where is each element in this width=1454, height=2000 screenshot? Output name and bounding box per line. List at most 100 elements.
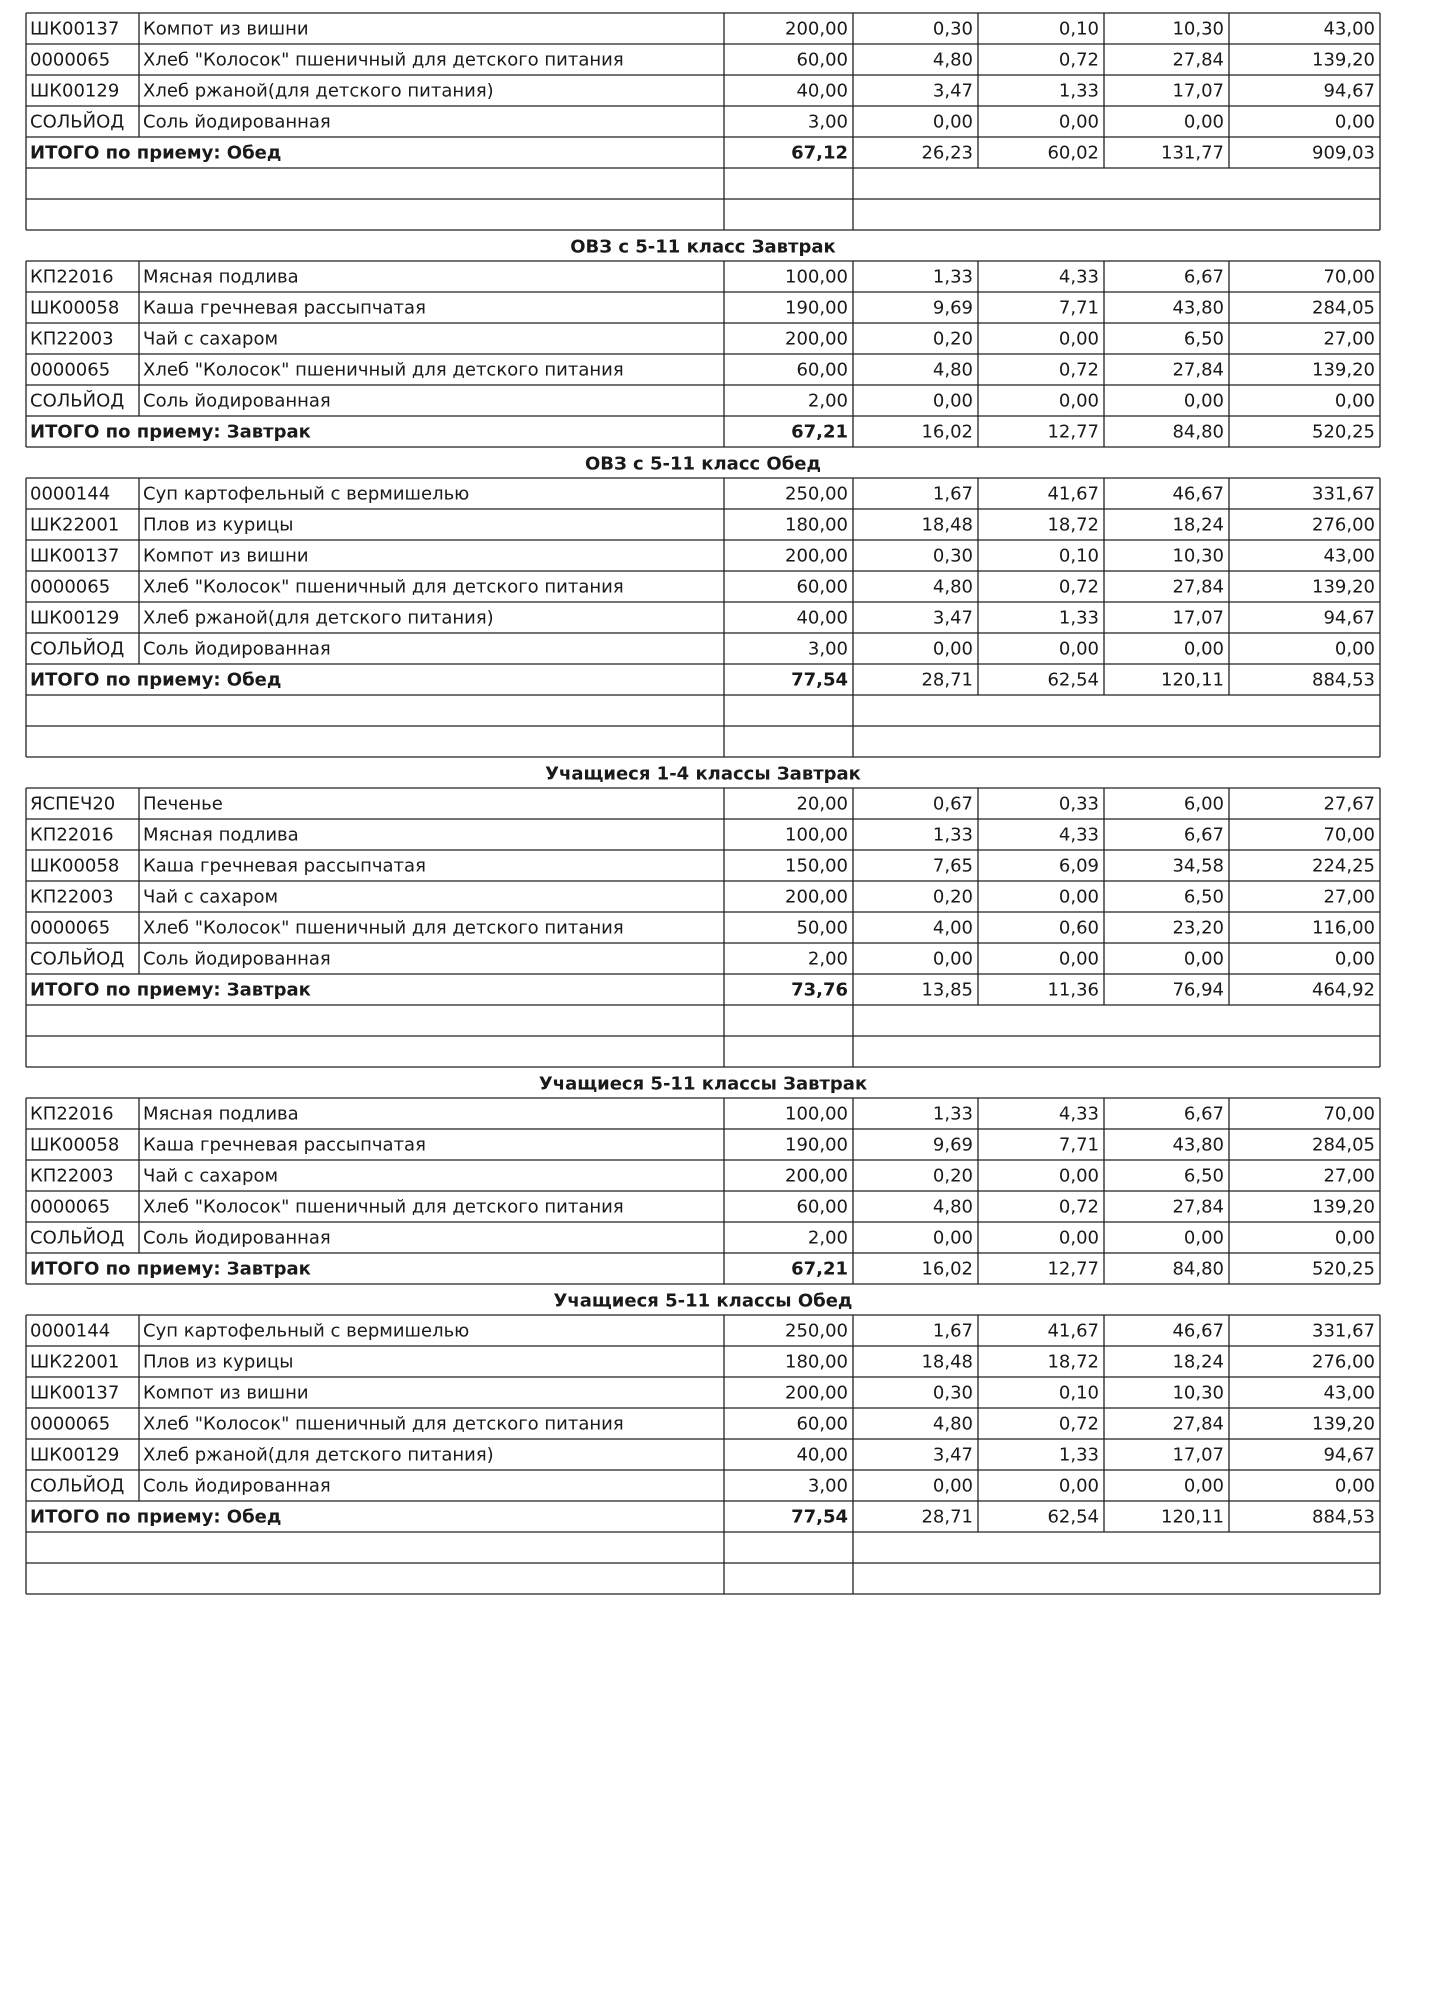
section-title: Учащиеся 1-4 классы Завтрак	[545, 764, 861, 785]
cell: 0,10	[1059, 546, 1099, 567]
cell: 7,71	[1059, 298, 1099, 319]
total-cell: 28,71	[921, 1507, 973, 1528]
section-title: ОВЗ с 5-11 класс Обед	[585, 454, 821, 475]
cell: ШК00137	[30, 1383, 119, 1404]
cell: Компот из вишни	[143, 546, 309, 567]
total-cell: 84,80	[1172, 1259, 1224, 1280]
total-cell: 73,76	[791, 980, 848, 1001]
cell: 60,00	[796, 577, 848, 598]
cell: 10,30	[1172, 1383, 1224, 1404]
cell: 150,00	[785, 856, 848, 877]
cell: 331,67	[1312, 1321, 1375, 1342]
cell: 6,67	[1184, 825, 1224, 846]
cell: Компот из вишни	[143, 1383, 309, 1404]
cell: 27,84	[1172, 577, 1224, 598]
total-cell: 16,02	[921, 1259, 973, 1280]
cell: СОЛЬЙОД	[30, 111, 124, 133]
cell: 7,65	[933, 856, 973, 877]
cell: Каша гречневая рассыпчатая	[143, 856, 426, 877]
cell: КП22003	[30, 887, 114, 908]
total-cell: 884,53	[1312, 670, 1375, 691]
cell: КП22016	[30, 1104, 114, 1125]
cell: Мясная подлива	[143, 1104, 299, 1125]
cell: 0,00	[1059, 1166, 1099, 1187]
cell: ШК22001	[30, 515, 119, 536]
cell: 0000065	[30, 1197, 110, 1218]
cell: КП22016	[30, 825, 114, 846]
cell: 18,72	[1047, 1352, 1099, 1373]
cell: 60,00	[796, 50, 848, 71]
cell: Мясная подлива	[143, 825, 299, 846]
cell: 1,67	[933, 484, 973, 505]
cell: 0,00	[1335, 1228, 1375, 1249]
cell: ШК00058	[30, 856, 119, 877]
cell: Чай с сахаром	[143, 329, 278, 350]
cell: 3,47	[933, 81, 973, 102]
cell: 0,00	[1335, 391, 1375, 412]
cell: 70,00	[1323, 1104, 1375, 1125]
cell: 41,67	[1047, 1321, 1099, 1342]
cell: 70,00	[1323, 825, 1375, 846]
cell: 0,00	[1059, 329, 1099, 350]
cell: 200,00	[785, 19, 848, 40]
total-cell: 12,77	[1047, 1259, 1099, 1280]
cell: 0,00	[933, 639, 973, 660]
cell: 7,71	[1059, 1135, 1099, 1156]
cell: ЯСПЕЧ20	[30, 794, 115, 815]
cell: Соль йодированная	[143, 112, 331, 133]
cell: 50,00	[796, 918, 848, 939]
cell: Компот из вишни	[143, 19, 309, 40]
cell: Суп картофельный с вермишелью	[143, 1321, 469, 1342]
cell: 0,20	[933, 887, 973, 908]
total-cell: 26,23	[921, 143, 973, 164]
cell: Соль йодированная	[143, 1476, 331, 1497]
cell: СОЛЬЙОД	[30, 638, 124, 660]
cell: 46,67	[1172, 484, 1224, 505]
cell: 4,80	[933, 577, 973, 598]
cell: 250,00	[785, 484, 848, 505]
cell: 116,00	[1312, 918, 1375, 939]
cell: 3,47	[933, 1445, 973, 1466]
cell: 0,30	[933, 1383, 973, 1404]
cell: ШК00129	[30, 608, 119, 629]
cell: 139,20	[1312, 577, 1375, 598]
cell: Хлеб "Колосок" пшеничный для детского пи…	[143, 918, 624, 939]
cell: 27,00	[1323, 1166, 1375, 1187]
cell: Соль йодированная	[143, 1228, 331, 1249]
cell: 0,00	[1059, 639, 1099, 660]
cell: 200,00	[785, 887, 848, 908]
cell: 1,33	[933, 825, 973, 846]
cell: ШК00137	[30, 546, 119, 567]
cell: 4,80	[933, 360, 973, 381]
cell: 18,24	[1172, 1352, 1224, 1373]
cell: 139,20	[1312, 50, 1375, 71]
cell: Хлеб "Колосок" пшеничный для детского пи…	[143, 360, 624, 381]
cell: ШК00129	[30, 1445, 119, 1466]
cell: Чай с сахаром	[143, 887, 278, 908]
cell: 0,10	[1059, 19, 1099, 40]
cell: 60,00	[796, 1414, 848, 1435]
cell: ШК00058	[30, 298, 119, 319]
cell: 10,30	[1172, 546, 1224, 567]
cell: 6,50	[1184, 887, 1224, 908]
cell: 1,33	[1059, 1445, 1099, 1466]
cell: 0,30	[933, 19, 973, 40]
cell: 2,00	[808, 949, 848, 970]
cell: 0,10	[1059, 1383, 1099, 1404]
cell: 94,67	[1323, 81, 1375, 102]
cell: 139,20	[1312, 1414, 1375, 1435]
cell: 3,47	[933, 608, 973, 629]
cell: 18,48	[921, 1352, 973, 1373]
cell: 27,84	[1172, 360, 1224, 381]
cell: 139,20	[1312, 1197, 1375, 1218]
cell: 3,00	[808, 112, 848, 133]
total-cell: 464,92	[1312, 980, 1375, 1001]
section-title: Учащиеся 5-11 классы Завтрак	[539, 1074, 867, 1095]
cell: 276,00	[1312, 515, 1375, 536]
cell: 6,67	[1184, 1104, 1224, 1125]
cell: 200,00	[785, 546, 848, 567]
total-cell: 909,03	[1312, 143, 1375, 164]
cell: 0000065	[30, 1414, 110, 1435]
cell: 0,00	[1335, 949, 1375, 970]
